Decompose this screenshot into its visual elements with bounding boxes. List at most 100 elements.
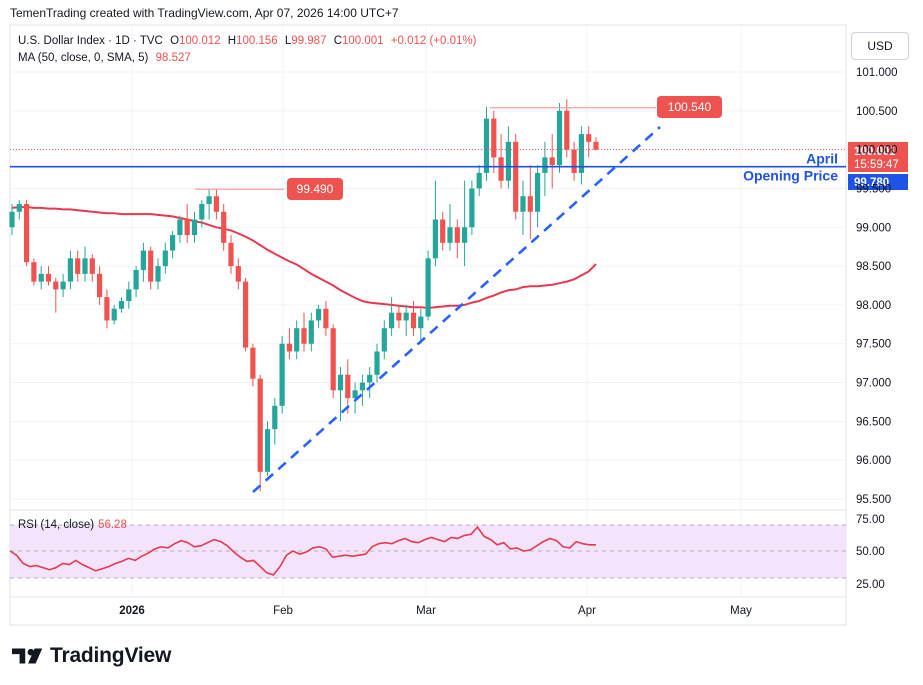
candle [272, 398, 278, 445]
candle-body [454, 227, 460, 243]
candle [367, 367, 373, 399]
candle-body [82, 258, 88, 274]
candle [170, 231, 176, 259]
candle-body [140, 250, 146, 270]
candle [586, 126, 592, 158]
rsi-line [9, 525, 596, 576]
candle [556, 103, 563, 173]
candle [483, 106, 490, 181]
x-axis: 2026 Feb Mar Apr May [119, 605, 752, 617]
candle [228, 235, 234, 274]
candle [535, 165, 541, 228]
rsi-tick-75.00: 75.00 [856, 514, 885, 526]
candle-body [16, 203, 22, 212]
candle-body [243, 281, 249, 348]
tradingview-logo[interactable]: TradingView [12, 644, 171, 668]
candle-body [403, 312, 409, 321]
candle-body [462, 227, 468, 243]
candle [549, 134, 555, 189]
candle [410, 301, 417, 336]
candle [462, 180, 468, 267]
candle-body [476, 172, 482, 189]
candle [301, 312, 307, 352]
candle-body [170, 235, 176, 251]
candle [118, 297, 125, 313]
candle-body [286, 343, 292, 352]
candle [140, 242, 146, 282]
candle [104, 289, 110, 329]
level-label-2: Opening Price [743, 168, 838, 184]
candle-body [250, 347, 256, 379]
candle-body [520, 196, 526, 212]
level-price-badge [848, 174, 908, 190]
low-value: 99.987 [291, 35, 327, 47]
rsi-band [9, 524, 846, 579]
rsi-legend: RSI (14, close) 56.28 [18, 519, 127, 531]
candle-body [367, 374, 373, 383]
rsi-label: RSI (14, close) [18, 519, 95, 531]
ma-value: 98.527 [155, 52, 191, 64]
candle [542, 141, 548, 197]
candle [323, 301, 329, 336]
candle-body [221, 211, 227, 243]
candle-body [586, 134, 592, 142]
candle-body [556, 110, 563, 166]
candle [279, 335, 285, 414]
x-tick-2026: 2026 [119, 605, 145, 617]
candle [31, 258, 37, 286]
candle-body [264, 429, 271, 472]
y-tick-99.500: 99.500 [856, 183, 891, 195]
candle-body [469, 188, 475, 228]
candle-body [228, 242, 234, 267]
candle-body [97, 273, 103, 298]
candle-body [447, 227, 453, 243]
candle-body [111, 308, 117, 321]
tradingview-logo-icon [12, 648, 43, 664]
candle [9, 203, 15, 236]
candle [235, 258, 241, 290]
close-label: C [333, 35, 342, 47]
prior-high-marker-label: 99.490 [297, 182, 334, 196]
x-tick-Mar: Mar [416, 605, 436, 617]
x-tick-Feb: Feb [273, 605, 293, 617]
candle [316, 304, 322, 329]
candle-body [89, 258, 95, 274]
rsi-tick-50.00: 50.00 [856, 546, 885, 558]
candle-body [535, 172, 541, 212]
candle [206, 188, 212, 220]
candle [578, 126, 584, 185]
y-tick-98.000: 98.000 [856, 300, 891, 312]
candle [53, 277, 59, 313]
candle [38, 266, 44, 290]
candle [213, 188, 219, 220]
candle-body [308, 320, 314, 344]
open-value: 100.012 [179, 35, 221, 47]
last-price-value: 100.001 [854, 146, 896, 158]
candle-body [162, 250, 168, 267]
candle [498, 134, 504, 189]
candle-body [578, 134, 584, 173]
candle-body [374, 351, 380, 375]
candle-body [60, 281, 66, 290]
y-tick-100.500: 100.500 [856, 106, 898, 118]
candle [330, 324, 336, 399]
candle-body [235, 266, 241, 282]
credit-text: TemenTrading created with TradingView.co… [10, 6, 399, 20]
candle [133, 266, 139, 298]
candle-body [527, 196, 533, 212]
candle [89, 254, 95, 282]
open-label: O [170, 35, 180, 47]
candle [337, 367, 344, 422]
currency-button[interactable]: USD [851, 32, 909, 60]
ma-line [11, 206, 597, 310]
high-value: 100.156 [236, 35, 278, 47]
change-value: +0.012 (+0.01%) [390, 35, 477, 47]
candle-body [425, 258, 431, 317]
candle-body [542, 157, 548, 173]
candle [155, 258, 161, 290]
candle-body [257, 378, 263, 472]
candle [286, 328, 292, 360]
candle-body [345, 374, 351, 399]
y-axis: 101.000 100.500 100.000 99.500 99.000 98.500 9… [856, 67, 898, 591]
